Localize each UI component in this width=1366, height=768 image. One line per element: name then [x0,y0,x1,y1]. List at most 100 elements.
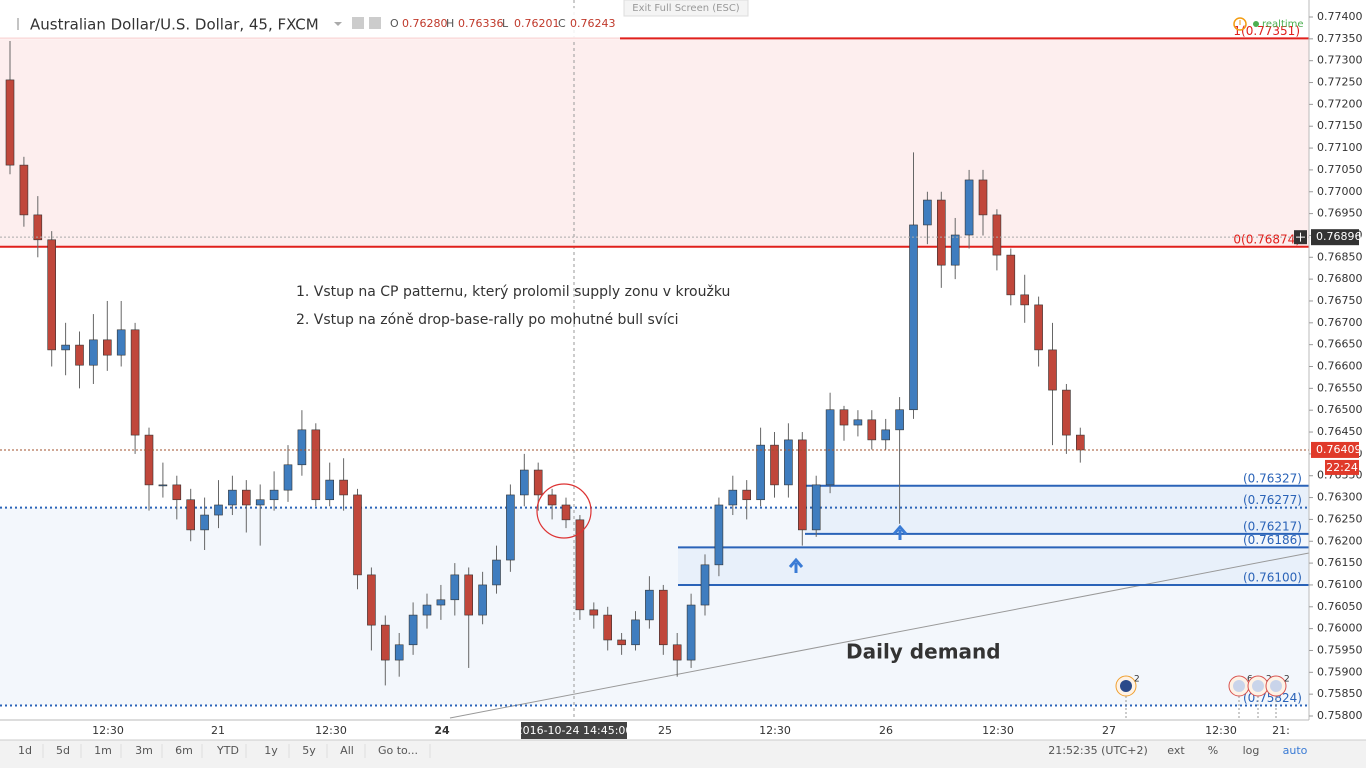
price-axis-bg [1309,0,1366,740]
ohlc-key: H [446,17,454,30]
entry-zone [805,485,1309,534]
toolbar-option[interactable]: % [1208,744,1218,757]
x-tick-label: 12:30 [1205,724,1237,737]
candle-body [492,559,501,586]
candle-body [172,484,182,501]
realtime-label: realtime [1262,19,1304,30]
range-button[interactable]: 5d [56,744,70,757]
y-tick-label: 0.77100 [1317,141,1363,154]
candle-body [380,624,390,661]
range-button[interactable]: 3m [135,744,153,757]
candle-body [797,439,807,531]
toolbar-items: 1d 5d 1m 3m 6m YTD 1y 5y All Go to... 21:52:35 (UT… [18,744,1308,758]
candle-body [5,79,15,166]
y-tick-label: 0.76550 [1317,381,1363,394]
price-tag [1311,441,1359,458]
candle-body [19,164,29,216]
x-tick-label: 25 [658,724,672,737]
level-label: 1(0.77351) [1233,24,1300,38]
candle-body [1034,304,1043,351]
candle-body [603,614,613,641]
y-tick-label: 0.76000 [1317,622,1363,635]
arrow [892,524,908,540]
x-tick-label: 21: [1272,724,1290,737]
realtime-dot [1253,21,1259,27]
candle-body [130,329,140,436]
countdown-tag [1325,459,1359,475]
x-tick-label: 24 [434,724,450,737]
toolbar-option[interactable]: 21:52:35 (UTC+2) [1048,744,1148,757]
event-flag[interactable] [1233,680,1245,692]
candle-body [964,179,974,236]
y-tick-label: 0.76050 [1317,600,1363,613]
candle-body [325,479,335,501]
toolbar-option[interactable]: log [1243,744,1260,757]
candle-body [784,439,793,486]
candle-body [75,344,84,366]
y-tick-label: 0.77200 [1317,97,1363,110]
y-tick-label: 0.77400 [1317,10,1363,23]
candle-body [214,504,223,516]
candle-body [617,639,626,646]
realtime-status: realtime [1233,17,1304,31]
range-button[interactable]: Go to... [378,744,418,757]
plus-icon[interactable] [1296,232,1305,242]
candle-body [992,214,1002,256]
range-button[interactable]: All [340,744,354,757]
title-dropdown[interactable] [334,22,342,26]
x-tick-label: 21 [211,724,225,737]
candle-body [297,429,307,466]
event-flag[interactable] [1252,680,1264,692]
symbol-title[interactable]: Australian Dollar/U.S. Dollar, 45, FXCM [30,16,319,34]
candle-body [450,574,460,601]
range-button[interactable]: YTD [216,744,239,757]
candle-body [686,604,696,661]
crosshair-time: 2016-10-24 14:45:00 [516,724,633,737]
x-tick-label: 12:30 [982,724,1014,737]
y-tick-label: 0.77300 [1317,54,1363,67]
arrow [788,557,804,573]
ohlc-key: L [502,17,509,30]
x-tick-label: 26 [879,724,893,737]
level-label: (0.76277) [1243,493,1302,507]
range-button[interactable]: 1m [94,744,112,757]
toolbar-option[interactable]: auto [1283,744,1308,757]
exit-fullscreen[interactable]: Exit Full Screen (ESC) [623,0,749,17]
candle-body [561,504,571,521]
y-tick-label: 0.76250 [1317,512,1363,525]
candle-body [255,499,265,506]
event-flag[interactable] [1270,680,1282,692]
range-button[interactable]: 6m [175,744,193,757]
candle-body [33,214,43,241]
y-tick-label: 0.76150 [1317,556,1363,569]
event-flag[interactable] [1120,680,1132,692]
toolbar-option[interactable]: ext [1167,744,1185,757]
candle-body [895,409,904,431]
candle-body [533,469,543,496]
y-tick-label: 0.76950 [1317,207,1363,220]
candle-body [269,489,279,501]
exit-button-label[interactable]: Exit Full Screen (ESC) [632,3,740,14]
y-tick-label: 0.77000 [1317,185,1363,198]
range-button[interactable]: 1y [264,744,278,757]
candle-body [408,614,418,646]
y-tick-label: 0.75800 [1317,709,1363,722]
candle-body [519,469,529,496]
price-tag [1311,229,1359,246]
ohlc-value: 0.76336 [458,17,504,30]
exit-button-bg[interactable] [623,0,749,17]
range-button[interactable]: 1d [18,744,32,757]
range-button[interactable]: 5y [302,744,316,757]
annotation: 2. Vstup na zóně drop-base-rally po mohu… [296,312,679,328]
trend-line [449,552,1310,719]
settings-icon[interactable] [352,17,364,29]
candle-body [839,409,849,426]
time-axis: 12:30 21 12:30 24 25 12:30 26 12:30 27 12:30 21: 20… [92,722,1290,739]
candle-body [311,429,321,501]
hide-icon[interactable] [369,17,381,29]
y-tick-label: 0.76650 [1317,338,1363,351]
candle-body [575,519,585,611]
x-tick-label: 27 [1102,724,1116,737]
y-tick-label: 0.76750 [1317,294,1363,307]
